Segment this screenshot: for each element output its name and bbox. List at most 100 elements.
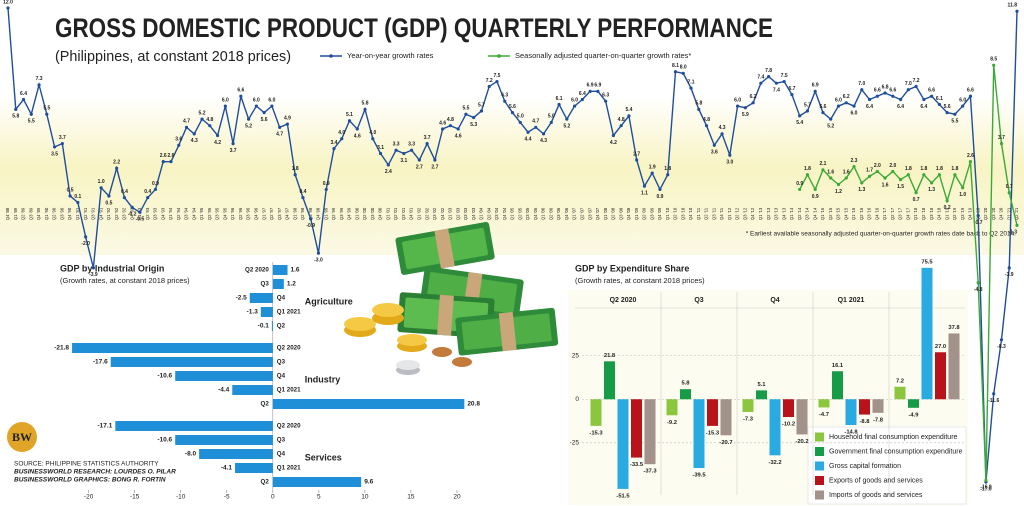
bar	[720, 399, 732, 436]
data-point	[650, 171, 654, 175]
x-tick-label: Q2 '00	[362, 207, 367, 220]
data-point	[580, 97, 584, 102]
data-point	[588, 89, 592, 93]
data-label: 7.5	[494, 73, 501, 79]
data-label: 5.0	[517, 114, 524, 120]
data-label: -4.9	[909, 412, 920, 418]
data-point	[852, 104, 856, 108]
data-label: -15.3	[589, 430, 603, 436]
data-label: -2.0	[81, 241, 90, 247]
data-point	[867, 97, 872, 102]
x-tick-label: Q4 '04	[502, 207, 507, 220]
data-label: 2.6	[967, 153, 974, 159]
data-point	[666, 173, 670, 177]
data-label: 1.7	[866, 168, 873, 174]
x-tick-label: Q1 '13	[758, 207, 763, 220]
data-point	[852, 164, 856, 169]
period-label: Q1 2021	[277, 387, 301, 394]
data-point	[239, 94, 243, 98]
data-point	[534, 125, 538, 129]
data-point	[829, 117, 833, 121]
legend-swatch	[815, 432, 824, 442]
data-label: -4.4	[218, 387, 230, 394]
data-point	[231, 142, 235, 146]
x-tick-label: Q1 '99	[323, 207, 328, 220]
data-label: 8.1	[672, 63, 679, 69]
x-tick-label: Q1 '97	[261, 207, 266, 220]
bar	[796, 399, 808, 435]
data-label: 1.9	[649, 164, 656, 170]
data-label: 6.4	[897, 104, 904, 110]
bar	[617, 399, 629, 489]
x-tick-label: Q3 '99	[339, 207, 344, 220]
x-tick-label: Q1 '19	[944, 207, 949, 220]
data-label: -4.7	[819, 412, 829, 418]
data-label: 6.3	[602, 92, 609, 98]
data-point	[906, 88, 910, 92]
data-point	[153, 187, 158, 192]
data-point	[557, 102, 561, 107]
data-point	[122, 196, 127, 200]
bar	[644, 399, 656, 465]
bar	[272, 265, 288, 275]
group-label: Industry	[305, 375, 341, 385]
data-point	[697, 107, 701, 111]
x-tick-label: Q4 '92	[129, 207, 134, 220]
data-point	[930, 94, 934, 98]
x-tick-label: Q2 '93	[145, 207, 150, 220]
data-label: -1.3	[1008, 230, 1017, 236]
legend-label: Year-on-year growth rates	[347, 51, 434, 60]
x-tick-label: -5	[224, 494, 230, 501]
data-label: 0.7	[1006, 184, 1013, 190]
x-tick-label: Q4 '94	[191, 207, 196, 220]
data-point	[456, 127, 460, 131]
data-label: 6.4	[920, 104, 927, 110]
data-point	[14, 107, 18, 111]
data-label: -10.6	[157, 373, 172, 380]
data-label: 1.8	[951, 166, 958, 172]
data-point	[945, 199, 949, 203]
data-label: 5.7	[478, 102, 485, 108]
data-point	[953, 173, 957, 177]
y-tick-label: 25	[572, 352, 580, 359]
data-label: 2.6	[160, 153, 167, 159]
data-label: -10.6	[157, 437, 172, 444]
data-label: 2.0	[889, 163, 896, 169]
data-point	[76, 200, 80, 205]
data-label: 5.0	[548, 114, 555, 120]
x-tick-label: Q4 '17	[905, 207, 910, 220]
x-tick-label: Q2 '10	[673, 207, 678, 220]
data-point	[363, 107, 367, 111]
x-tick-label: Q2 '11	[704, 207, 709, 220]
data-label: -3.0	[314, 258, 323, 264]
data-point	[992, 63, 996, 67]
y-tick-label: -25	[570, 439, 580, 446]
x-tick-label: Q3 '14	[805, 207, 810, 220]
x-tick-label: Q2 '05	[517, 207, 522, 220]
data-point	[821, 111, 825, 115]
data-label: 3.1	[400, 158, 407, 164]
data-point	[208, 124, 212, 128]
data-point	[844, 176, 848, 180]
credit: BUSINESSWORLD RESEARCH: LOURDES O. PILAR	[14, 469, 176, 476]
data-point	[751, 101, 755, 105]
data-label: 21.8	[604, 353, 616, 359]
data-label: 0.9	[323, 181, 330, 187]
x-tick-label: Q2 '18	[921, 207, 926, 220]
data-label: 5.8	[695, 101, 702, 107]
data-point	[215, 133, 220, 138]
x-tick-label: Q4 '05	[533, 207, 538, 220]
data-point	[798, 187, 802, 192]
x-tick-label: Q3 '15	[836, 207, 841, 220]
data-label: 6.6	[237, 88, 244, 94]
data-label: 1.6	[882, 182, 889, 188]
period-label: Q2	[261, 401, 270, 408]
data-label: 1.8	[804, 166, 811, 172]
bar	[769, 399, 781, 456]
bar	[72, 343, 273, 353]
data-point	[441, 127, 445, 131]
data-label: -39.5	[692, 473, 706, 479]
data-point	[712, 143, 716, 147]
data-point	[945, 111, 949, 115]
